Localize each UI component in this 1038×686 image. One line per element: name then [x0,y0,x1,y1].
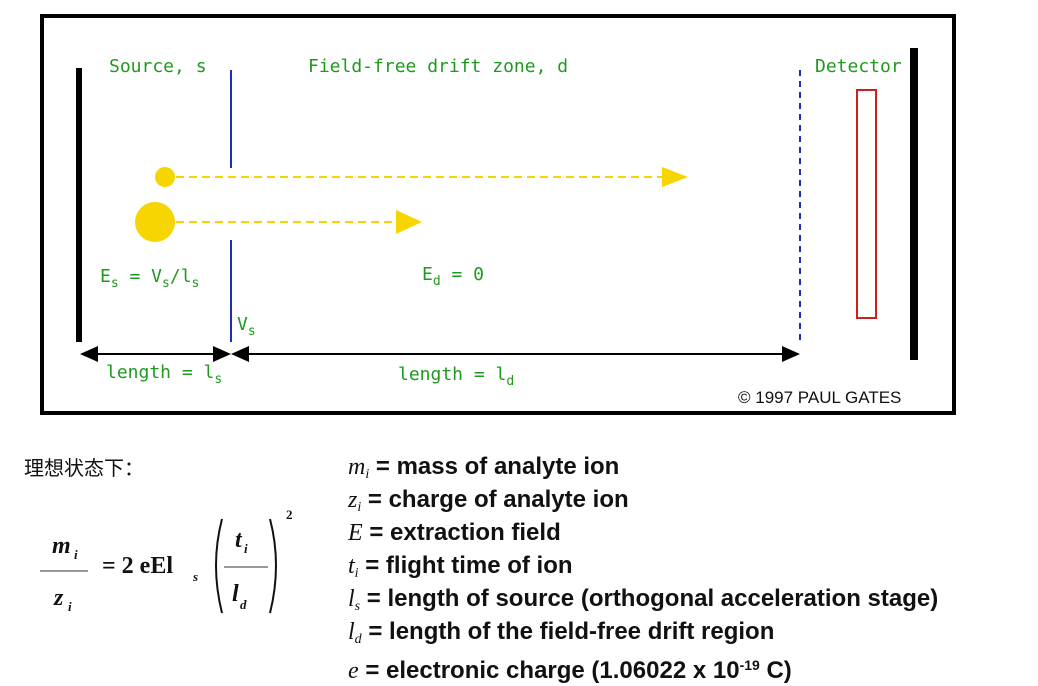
definition-item: ti = flight time of ion [348,552,573,581]
label-ed: Ed = 0 [422,264,484,289]
formula-rhs: = 2 eEl [102,553,173,579]
formula-l-sub: d [240,597,247,612]
formula-denominator: z [53,585,64,611]
definition-item: ls = length of source (orthogonal accele… [348,585,939,614]
detector-element [856,89,877,319]
formula-numerator-sub: i [74,547,78,562]
definition-item: E = extraction field [348,519,561,546]
tof-formula: m i z i = 2 eEl s t i l d 2 [30,505,320,625]
formula-denominator-sub: i [68,599,72,614]
formula-t: t [235,527,243,553]
definition-item: mi = mass of analyte ion [348,453,620,482]
tof-diagram: Source, s Field-free drift zone, d Detec… [40,14,956,415]
large-ion [135,202,175,242]
formula-rhs-sub: s [192,569,198,584]
label-source: Source, s [109,56,207,77]
definition-item: e = electronic charge (1.06022 x 10-19 C… [348,657,792,684]
label-detector: Detector [815,56,902,77]
small-ion-arrowhead [662,167,688,187]
symbol-definitions: mi = mass of analyte ion zi = charge of … [348,452,939,684]
definition-item: ld = length of the field-free drift regi… [348,618,775,647]
source-backplate [76,68,82,342]
label-ls: length = ls [106,362,222,387]
label-drift-zone: Field-free drift zone, d [308,56,568,77]
copyright: © 1997 PAUL GATES [738,388,901,407]
caption: 理想状态下： [24,456,144,480]
definition-item: zi = charge of analyte ion [348,486,629,515]
formula-exponent: 2 [286,507,293,522]
large-ion-arrowhead [396,210,422,234]
formula-numerator: m [52,533,71,559]
detector-backplate [910,48,918,360]
label-ld: length = ld [398,364,514,389]
small-ion [155,167,175,187]
label-es: Es = Vs/ls [100,266,199,291]
label-vs: Vs [237,314,256,339]
formula-l: l [232,581,239,607]
formula-t-sub: i [244,541,248,556]
